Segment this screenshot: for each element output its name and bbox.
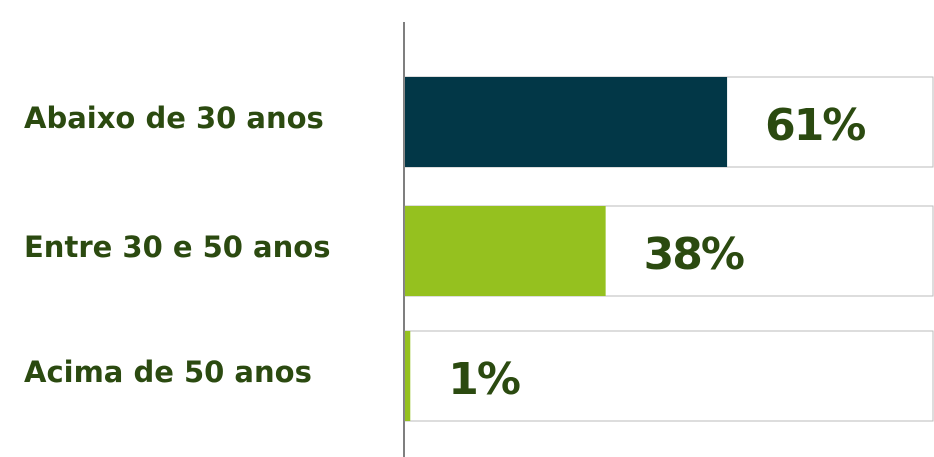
bar bbox=[405, 77, 728, 167]
value-label: 38% bbox=[644, 229, 744, 280]
bar bbox=[405, 206, 606, 296]
value-label: 61% bbox=[765, 100, 865, 151]
bar-track bbox=[404, 330, 934, 422]
category-label: Abaixo de 30 anos bbox=[24, 101, 324, 135]
category-label: Entre 30 e 50 anos bbox=[24, 230, 330, 264]
value-label: 1% bbox=[448, 354, 520, 405]
bar bbox=[405, 331, 411, 421]
category-label: Acima de 50 anos bbox=[24, 355, 312, 389]
